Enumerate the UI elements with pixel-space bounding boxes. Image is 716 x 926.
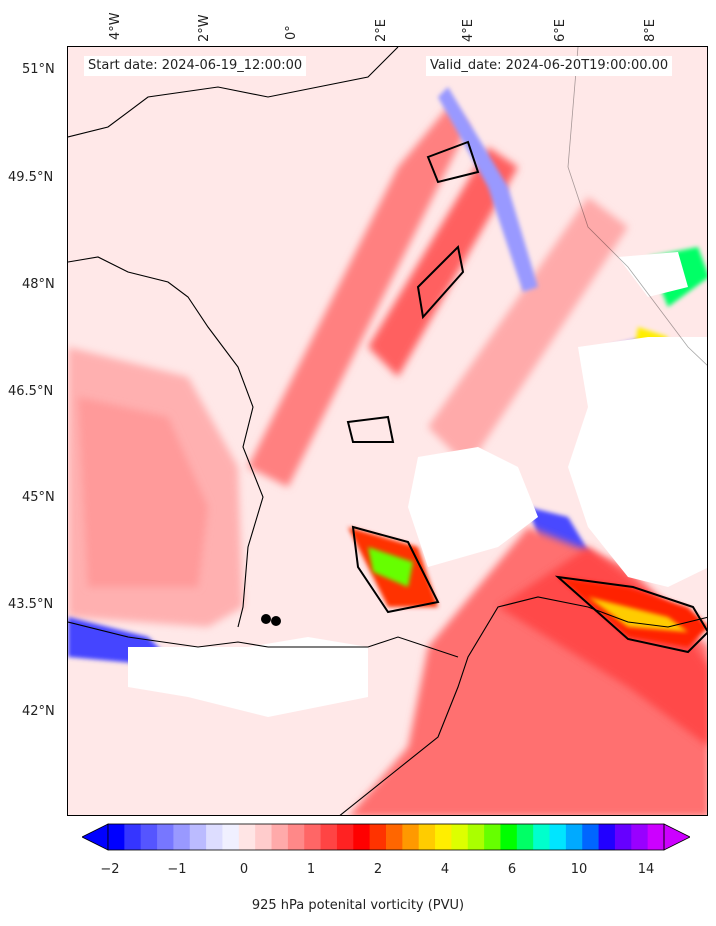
valid-date-label: Valid_date: 2024-06-20T19:00:00.00 bbox=[426, 56, 673, 76]
colorbar-swatch bbox=[108, 824, 125, 850]
colorbar-swatch bbox=[336, 824, 354, 850]
colorbar-swatch bbox=[402, 824, 420, 850]
cb-tick-m2: −2 bbox=[100, 862, 120, 877]
colorbar-swatch bbox=[189, 824, 207, 850]
colorbar-swatch bbox=[467, 824, 485, 850]
colorbar-swatch bbox=[647, 824, 665, 850]
colorbar-swatch bbox=[320, 824, 338, 850]
colorbar-swatch bbox=[173, 824, 191, 850]
colorbar-swatch bbox=[386, 824, 403, 850]
lat-label-43-5n: 43.5°N bbox=[8, 597, 54, 612]
colorbar-swatch bbox=[157, 824, 174, 850]
lat-label-46-5n: 46.5°N bbox=[8, 384, 54, 399]
lat-label-49-5n: 49.5°N bbox=[8, 170, 54, 185]
colorbar-swatch bbox=[451, 824, 469, 850]
cb-tick-6: 6 bbox=[507, 862, 517, 877]
colorbar-swatch bbox=[140, 824, 158, 850]
cb-tick-14: 14 bbox=[637, 862, 655, 877]
colorbar-swatch bbox=[271, 824, 289, 850]
colorbar-swatch bbox=[500, 824, 518, 850]
colorbar-swatch bbox=[255, 824, 273, 850]
colorbar-swatch bbox=[222, 824, 240, 850]
lon-label-4w: 4°W bbox=[108, 12, 123, 40]
gridline bbox=[567, 47, 707, 366]
lat-label-45n: 45°N bbox=[22, 490, 55, 505]
colorbar-swatch bbox=[598, 824, 616, 850]
lon-label-4e: 4°E bbox=[461, 19, 476, 42]
border-pyrenees bbox=[268, 636, 459, 658]
colorbar-swatch bbox=[614, 824, 632, 850]
lon-label-0: 0° bbox=[284, 25, 299, 40]
lat-label-48n: 48°N bbox=[22, 277, 55, 292]
colorbar-swatch bbox=[565, 824, 583, 850]
masked-massif-central bbox=[408, 447, 538, 567]
lon-label-6e: 6°E bbox=[553, 19, 568, 42]
colorbar-swatch bbox=[484, 824, 501, 850]
colorbar bbox=[82, 823, 690, 851]
colorbar-border bbox=[107, 823, 665, 851]
masked-alps bbox=[568, 337, 707, 587]
lon-label-2e: 2°E bbox=[374, 19, 389, 42]
colorbar-swatch bbox=[631, 824, 649, 850]
spain-north-coastline bbox=[68, 621, 269, 648]
colorbar-swatch bbox=[369, 824, 387, 850]
colorbar-swatch bbox=[287, 824, 305, 850]
colorbar-swatch bbox=[124, 824, 142, 850]
colorbar-over-extension bbox=[663, 823, 690, 851]
channel-coastline bbox=[68, 47, 399, 138]
colorbar-swatch bbox=[549, 824, 567, 850]
lon-label-2w: 2°W bbox=[197, 14, 212, 42]
cb-tick-10: 10 bbox=[570, 862, 588, 877]
masked-pyrenees bbox=[128, 637, 368, 717]
negative-pv-streak bbox=[438, 87, 538, 292]
colorbar-swatch bbox=[304, 824, 322, 850]
cb-tick-m1: −1 bbox=[167, 862, 187, 877]
atlantic-coastline bbox=[68, 256, 264, 628]
colorbar-swatch bbox=[418, 824, 436, 850]
colorbar-swatch bbox=[533, 824, 551, 850]
colorbar-swatch bbox=[353, 824, 371, 850]
lat-label-42n: 42°N bbox=[22, 704, 55, 719]
colorbar-swatch bbox=[206, 824, 223, 850]
start-date-label: Start date: 2024-06-19_12:00:00 bbox=[84, 56, 307, 76]
colorbar-swatch bbox=[582, 824, 600, 850]
colorbar-swatch bbox=[516, 824, 534, 850]
colorbar-swatch bbox=[238, 824, 256, 850]
map-panel bbox=[67, 46, 708, 816]
colorbar-swatch bbox=[435, 824, 452, 850]
lon-label-8e: 8°E bbox=[643, 19, 658, 42]
cb-tick-2: 2 bbox=[373, 862, 383, 877]
cb-tick-1: 1 bbox=[306, 862, 316, 877]
cb-tick-4: 4 bbox=[440, 862, 450, 877]
colorbar-label: 925 hPa potenital vorticity (PVU) bbox=[251, 898, 465, 913]
pv-field-map bbox=[68, 47, 707, 815]
colorbar-under-extension bbox=[82, 823, 109, 851]
mediterranean-coastline bbox=[339, 596, 707, 815]
cb-tick-0: 0 bbox=[239, 862, 249, 877]
lat-label-51n: 51°N bbox=[22, 62, 55, 77]
